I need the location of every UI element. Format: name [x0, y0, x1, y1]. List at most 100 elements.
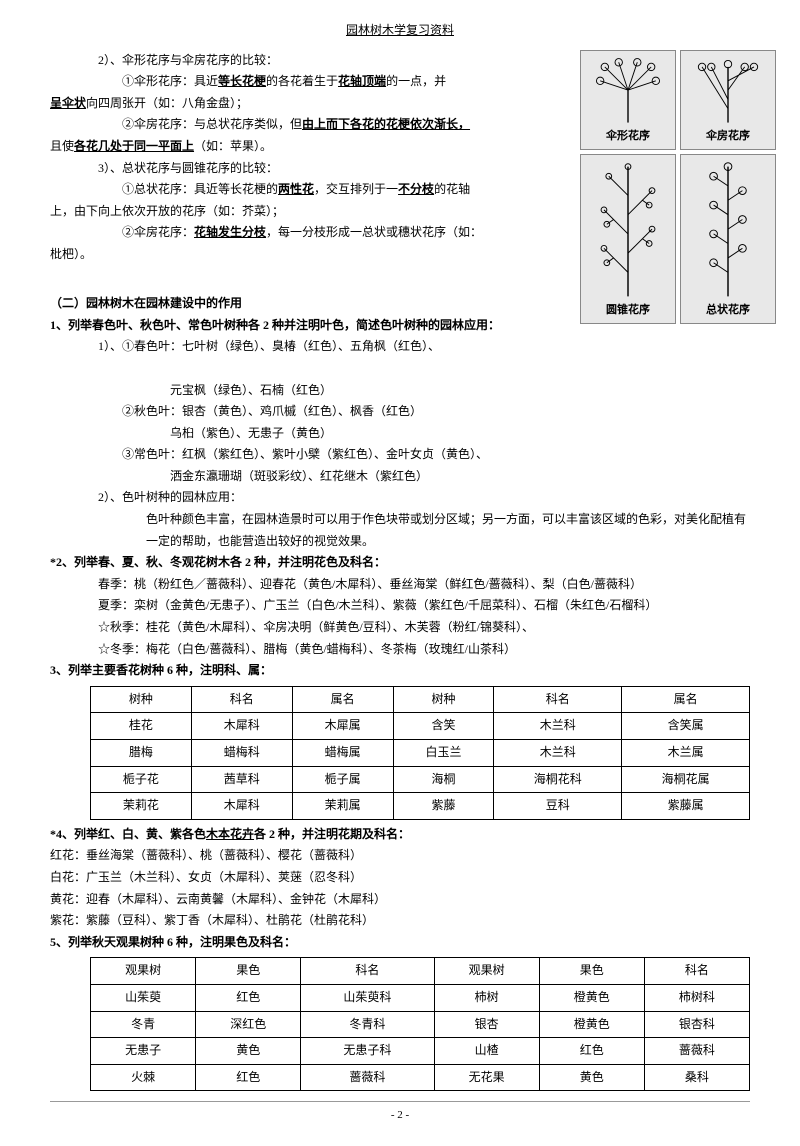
p3-3: ②伞房花序：花轴发生分枝，每一分枝形成一总状或穗状花序（如： [50, 222, 530, 244]
p2-1: ①伞形花序：具近等长花梗的各花着生于花轴顶端的一点，并 [50, 71, 530, 93]
table-header-cell: 果色 [539, 958, 644, 985]
t: 的一点，并 [386, 74, 446, 88]
t: 且使 [50, 139, 74, 153]
q1-2: ②秋色叶：银杏（黄色）、鸡爪槭（红色）、枫香（红色） [50, 401, 530, 423]
t: 各花几处于同一平面上 [74, 139, 194, 153]
t: 呈伞状 [50, 96, 86, 110]
q4-title: *4、列举红、白、黄、紫各色木本花卉各 2 种，并注明花期及科名： [50, 824, 750, 846]
table-cell: 海桐花科 [494, 766, 622, 793]
table-header-cell: 科名 [191, 686, 292, 713]
figure-label-b: 伞房花序 [706, 127, 750, 147]
q5-title: 5、列举秋天观果树种 6 种，注明果色及科名： [50, 932, 750, 954]
raceme-icon [683, 157, 773, 301]
table-cell: 无患子 [91, 1038, 196, 1065]
table-row: 无患子黄色无患子科山楂红色蔷薇科 [91, 1038, 750, 1065]
table-row: 茉莉花木犀科茉莉属紫藤豆科紫藤属 [91, 793, 750, 820]
q1-4: 2）、色叶树种的园林应用： [50, 487, 750, 509]
table-cell: 含笑属 [622, 713, 750, 740]
figure-area: 伞形花序 伞房花序 [580, 50, 780, 328]
p3-2: 上，由下向上依次开放的花序（如：芥菜）； [50, 201, 530, 223]
table-cell: 无患子科 [301, 1038, 434, 1065]
t: 由上而下各花的花梗依次渐长， [302, 117, 470, 131]
table-cell: 黄色 [196, 1038, 301, 1065]
table-header-cell: 树种 [393, 686, 494, 713]
table-cell: 山茱萸 [91, 984, 196, 1011]
table-row: 桂花木犀科木犀属含笑木兰科含笑属 [91, 713, 750, 740]
figure-corymb: 伞房花序 [680, 50, 776, 150]
table-row: 栀子花茜草科栀子属海桐海桐花科海桐花属 [91, 766, 750, 793]
table-header-cell: 科名 [494, 686, 622, 713]
table-cell: 黄色 [539, 1064, 644, 1091]
table-cell: 红色 [539, 1038, 644, 1065]
t: ，每一分枝形成一总状或穗状花序（如： [266, 225, 482, 239]
table-cell: 山茱萸科 [301, 984, 434, 1011]
t: 不分枝 [398, 182, 434, 196]
figure-umbel: 伞形花序 [580, 50, 676, 150]
q4-1: 红花：垂丝海棠（蔷薇科）、桃（蔷薇科）、樱花（蔷薇科） [50, 845, 750, 867]
q4-2: 白花：广玉兰（木兰科）、女贞（木犀科）、荚蒾（忍冬科） [50, 867, 750, 889]
table-cell: 海桐花属 [622, 766, 750, 793]
q4-3: 黄花：迎春（木犀科）、云南黄馨（木犀科）、金钟花（木犀科） [50, 889, 750, 911]
table-2: 观果树果色科名观果树果色科名 山茱萸红色山茱萸科柿树橙黄色柿树科冬青深红色冬青科… [90, 957, 750, 1091]
table-cell: 木兰属 [622, 740, 750, 767]
table-cell: 木犀科 [191, 713, 292, 740]
page-header: 园林树木学复习资料 [50, 20, 750, 42]
table-cell: 豆科 [494, 793, 622, 820]
q2-4: ☆冬季：梅花（白色/蔷薇科）、腊梅（黄色/蜡梅科）、冬茶梅（玫瑰红/山茶科） [50, 639, 750, 661]
table-cell: 红色 [196, 984, 301, 1011]
table-cell: 橙黄色 [539, 984, 644, 1011]
t: ①伞形花序：具近 [122, 74, 218, 88]
table-header-cell: 观果树 [91, 958, 196, 985]
table-header-cell: 科名 [301, 958, 434, 985]
table-cell: 茉莉属 [292, 793, 393, 820]
t: 木本花卉 [206, 827, 254, 841]
t: （如：苹果）。 [194, 139, 272, 153]
table-cell: 火棘 [91, 1064, 196, 1091]
table-1: 树种科名属名树种科名属名 桂花木犀科木犀属含笑木兰科含笑属腊梅蜡梅科蜡梅属白玉兰… [90, 686, 750, 820]
table-header-cell: 果色 [196, 958, 301, 985]
p2-3: ②伞房花序：与总状花序类似，但由上而下各花的花梗依次渐长， [50, 114, 530, 136]
table-cell: 木兰科 [494, 740, 622, 767]
table-cell: 红色 [196, 1064, 301, 1091]
table-cell: 无花果 [434, 1064, 539, 1091]
q2-3: ☆秋季：桂花（黄色/木犀科）、伞房决明（鲜黄色/豆科）、木芙蓉（粉红/锦葵科）、 [50, 617, 750, 639]
t: 向四周张开（如：八角金盘）； [86, 96, 248, 110]
t: ①总状花序：具近等长花梗的 [122, 182, 278, 196]
q3-title: 3、列举主要香花树种 6 种，注明科、属： [50, 660, 750, 682]
item-2: 2）、伞形花序与伞房花序的比较： [50, 50, 530, 72]
figure-label-c: 圆锥花序 [606, 301, 650, 321]
q1-5: 色叶种颜色丰富，在园林造景时可以用于作色块带或划分区域；另一方面，可以丰富该区域… [50, 509, 750, 552]
table-cell: 桑科 [644, 1064, 749, 1091]
figure-label-d: 总状花序 [706, 301, 750, 321]
table-cell: 木犀科 [191, 793, 292, 820]
table-header-cell: 科名 [644, 958, 749, 985]
table-cell: 栀子花 [91, 766, 192, 793]
p2-2: 呈伞状向四周张开（如：八角金盘）； [50, 93, 530, 115]
t: 的花轴 [434, 182, 470, 196]
q2-2: 夏季：栾树（金黄色/无患子）、广玉兰（白色/木兰科）、紫薇（紫红色/千屈菜科）、… [50, 595, 750, 617]
table-cell: 银杏 [434, 1011, 539, 1038]
t: 各 2 种，并注明花期及科名： [254, 827, 410, 841]
table-cell: 柿树科 [644, 984, 749, 1011]
table-cell: 桂花 [91, 713, 192, 740]
t: ，交互排列于一 [314, 182, 398, 196]
table-header-cell: 观果树 [434, 958, 539, 985]
t: 两性花 [278, 182, 314, 196]
q1-1: 1）、①春色叶：七叶树（绿色）、臭椿（红色）、五角枫（红色）、 [50, 336, 530, 358]
table-row: 火棘红色蔷薇科无花果黄色桑科 [91, 1064, 750, 1091]
table-cell: 冬青科 [301, 1011, 434, 1038]
t: *4、列举红、白、黄、紫各色 [50, 827, 206, 841]
table-cell: 蜡梅属 [292, 740, 393, 767]
table-row: 山茱萸红色山茱萸科柿树橙黄色柿树科 [91, 984, 750, 1011]
table-cell: 橙黄色 [539, 1011, 644, 1038]
table-cell: 白玉兰 [393, 740, 494, 767]
figure-panicle: 圆锥花序 [580, 154, 676, 324]
t: 花轴顶端 [338, 74, 386, 88]
t: 的各花着生于 [266, 74, 338, 88]
table-cell: 蔷薇科 [301, 1064, 434, 1091]
table-header-cell: 树种 [91, 686, 192, 713]
table-cell: 蜡梅科 [191, 740, 292, 767]
figure-raceme: 总状花序 [680, 154, 776, 324]
table-cell: 含笑 [393, 713, 494, 740]
panicle-icon [583, 157, 673, 301]
